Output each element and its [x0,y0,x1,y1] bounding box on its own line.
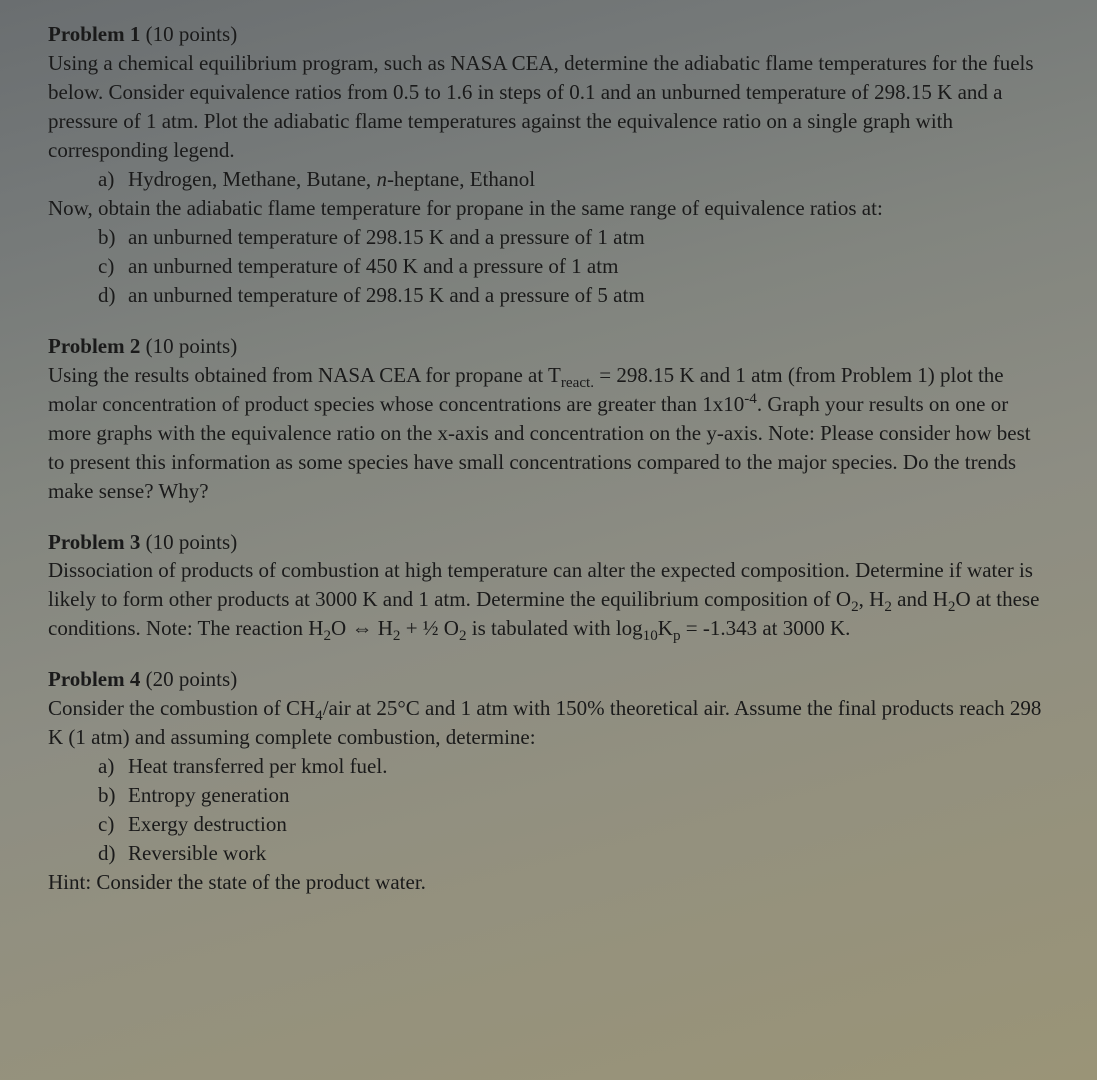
problem-2-body: Using the results obtained from NASA CEA… [48,361,1049,506]
problem-1-points: (10 points) [140,22,237,46]
problem-1-sublist: b) an unburned temperature of 298.15 K a… [48,223,1049,310]
problem-2-title: Problem 2 [48,334,140,358]
problem-4-points: (20 points) [140,667,237,691]
problem-4-item-c: c) Exergy destruction [98,810,1049,839]
problem-4-body: Consider the combustion of CH4/air at 25… [48,694,1049,752]
superscript-neg4: -4 [744,391,757,407]
subscript-react: react. [561,375,594,391]
problem-3: Problem 3 (10 points) Dissociation of pr… [48,528,1049,644]
problem-1-a-text: Hydrogen, Methane, Butane, n-heptane, Et… [128,165,1049,194]
problem-2: Problem 2 (10 points) Using the results … [48,332,1049,506]
problem-1-item-c: c) an unburned temperature of 450 K and … [98,252,1049,281]
problem-1: Problem 1 (10 points) Using a chemical e… [48,20,1049,310]
problem-1-item-b: b) an unburned temperature of 298.15 K a… [98,223,1049,252]
label-c: c) [98,252,128,281]
label-b: b) [98,223,128,252]
label-d: d) [98,281,128,310]
problem-2-points: (10 points) [140,334,237,358]
problem-1-item-a: a) Hydrogen, Methane, Butane, n-heptane,… [48,165,1049,194]
problem-2-heading: Problem 2 (10 points) [48,332,1049,361]
italic-n: n [376,167,387,191]
problem-1-intro2: Now, obtain the adiabatic flame temperat… [48,194,1049,223]
problem-3-heading: Problem 3 (10 points) [48,528,1049,557]
problem-4-hint: Hint: Consider the state of the product … [48,868,1049,897]
label-a: a) [98,165,128,194]
problem-4: Problem 4 (20 points) Consider the combu… [48,665,1049,897]
problem-4-title: Problem 4 [48,667,140,691]
problem-1-intro: Using a chemical equilibrium program, su… [48,49,1049,165]
problem-3-title: Problem 3 [48,530,140,554]
problem-4-sublist: a) Heat transferred per kmol fuel. b) En… [48,752,1049,868]
problem-1-heading: Problem 1 (10 points) [48,20,1049,49]
problem-3-body: Dissociation of products of combustion a… [48,556,1049,643]
problem-1-title: Problem 1 [48,22,140,46]
problem-3-points: (10 points) [140,530,237,554]
problem-1-item-d: d) an unburned temperature of 298.15 K a… [98,281,1049,310]
problem-4-item-a: a) Heat transferred per kmol fuel. [98,752,1049,781]
problem-4-item-b: b) Entropy generation [98,781,1049,810]
problem-4-item-d: d) Reversible work [98,839,1049,868]
problem-4-heading: Problem 4 (20 points) [48,665,1049,694]
